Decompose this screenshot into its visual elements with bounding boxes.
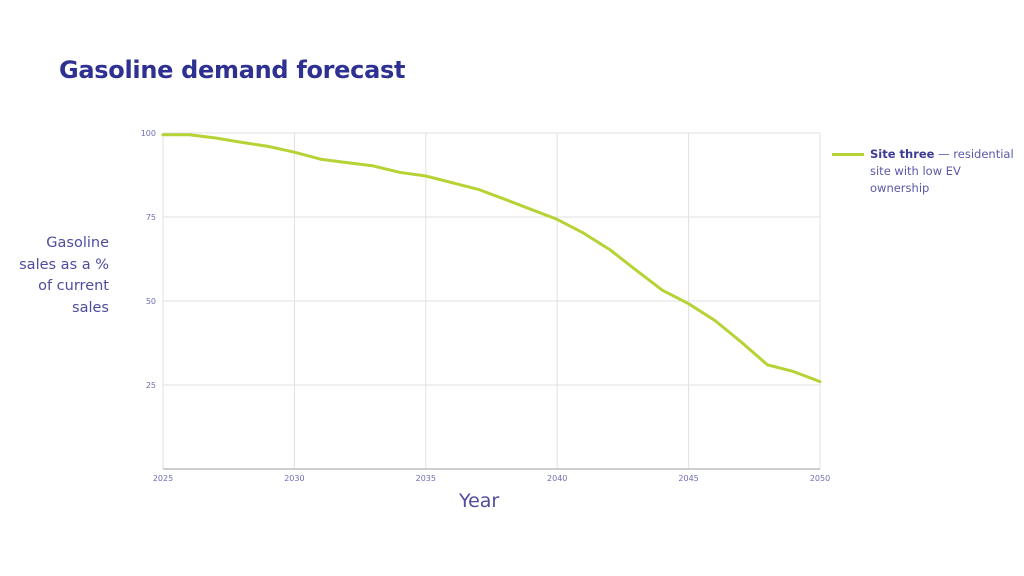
y-axis-ticks: 25 50 75 100 [141,129,156,390]
legend-series-name: Site three [870,147,935,161]
x-tick-label: 2040 [547,474,567,483]
legend-label: Site three — residential site with low E… [870,146,1020,197]
grid-lines [162,132,821,469]
legend-series-desc: — residential site with low EV ownership [870,147,1014,195]
y-tick-label: 50 [146,297,156,306]
y-tick-label: 25 [146,381,156,390]
series-line-site-three [161,133,822,384]
x-tick-label: 2050 [810,474,830,483]
x-axis-ticks: 2025 2030 2035 2040 2045 2050 [153,474,830,483]
legend-swatch [832,153,864,156]
x-tick-label: 2045 [678,474,698,483]
x-axis-label: Year [459,490,500,512]
y-axis-label: Gasoline sales as a % of current sales [19,235,109,316]
x-tick-label: 2030 [284,474,304,483]
x-tick-label: 2035 [416,474,436,483]
x-tick-label: 2025 [153,474,173,483]
chart-title: Gasoline demand forecast [59,56,406,84]
y-tick-label: 75 [146,213,156,222]
y-tick-label: 100 [141,129,156,138]
